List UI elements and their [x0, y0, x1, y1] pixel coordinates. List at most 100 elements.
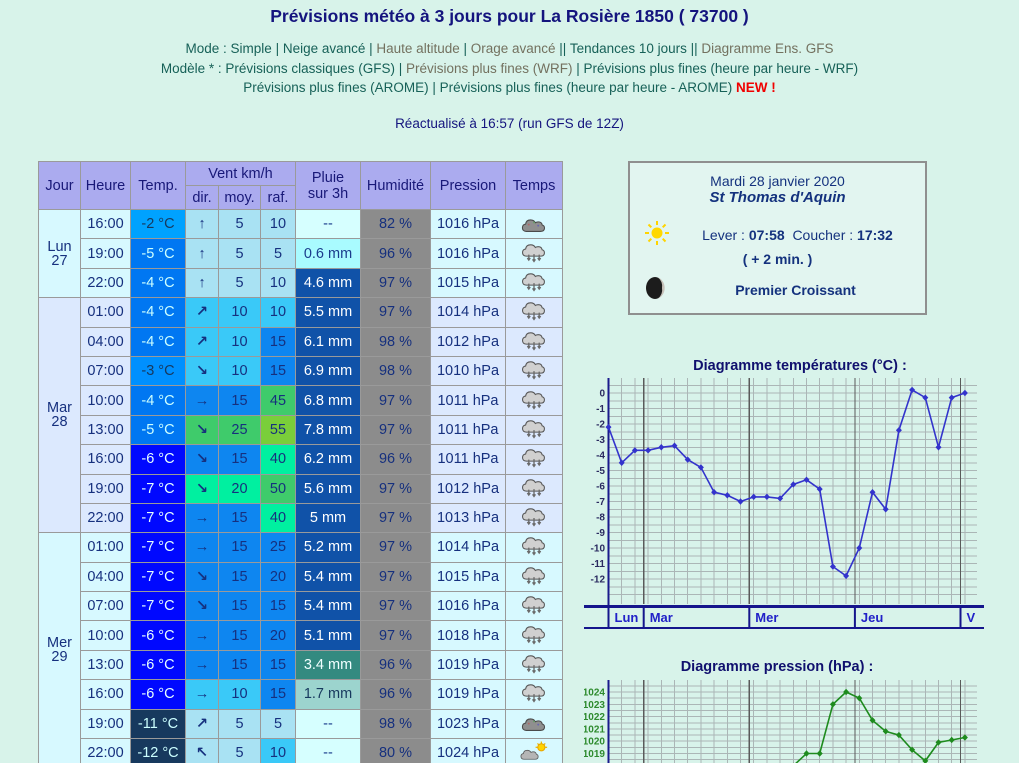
- forecast-row: 10:00 -4 °C → 15 45 6.8 mm 97 % 1011 hPa: [39, 385, 563, 416]
- humidity-cell: 97 %: [360, 385, 431, 416]
- wind-dir-cell: →: [185, 679, 219, 710]
- nav-link-previsions-plus-fines-wrf[interactable]: Prévisions plus fines (WRF): [405, 60, 573, 76]
- pressure-cell: 1010 hPa: [430, 355, 506, 387]
- nav-link-neige-avance[interactable]: Neige avancé: [282, 41, 366, 56]
- pressure-cell: 1016 hPa: [430, 238, 506, 269]
- nav-link-diagramme-ens-gfs[interactable]: Diagramme Ens. GFS: [701, 41, 834, 56]
- svg-text:-3: -3: [596, 435, 605, 446]
- wind-dir-cell: ↑: [185, 208, 219, 240]
- weather-icon-cell: [505, 267, 563, 299]
- rain-cell: --: [295, 708, 361, 740]
- wind-dir-cell: →: [185, 532, 219, 563]
- col-header-dir: dir.: [185, 185, 219, 210]
- time-cell: 16:00: [80, 444, 131, 475]
- temp-cell: -4 °C: [130, 326, 186, 357]
- humidity-cell: 97 %: [360, 620, 431, 651]
- moon-phase: Premier Croissant: [735, 281, 856, 298]
- rain-cell: 0.6 mm: [295, 238, 361, 269]
- svg-text:1021: 1021: [584, 724, 605, 735]
- wind-avg-cell: 10: [218, 679, 261, 710]
- wind-gust-cell: 15: [260, 591, 296, 622]
- overcast-cloud-icon: [521, 219, 546, 232]
- wind-gust-cell: 25: [260, 532, 296, 563]
- day-info-box: Mardi 28 janvier 2020 St Thomas d'Aquin …: [628, 161, 927, 315]
- weather-icon-cell: [505, 414, 563, 446]
- forecast-row: 19:00 -7 °C ↘ 20 50 5.6 mm 97 % 1012 hPa: [39, 473, 563, 504]
- rain-cell: 6.9 mm: [295, 355, 361, 387]
- time-cell: 01:00: [80, 532, 131, 563]
- pressure-cell: 1011 hPa: [430, 444, 506, 475]
- humidity-cell: 97 %: [360, 591, 431, 622]
- nav-link-tendances-10-jours[interactable]: Tendances 10 jours: [569, 41, 687, 56]
- forecast-row: Lun 27 16:00 -2 °C ↑ 5 10 -- 82 % 1016 hPa: [38, 208, 563, 299]
- wind-avg-cell: 15: [218, 444, 261, 475]
- time-cell: 19:00: [80, 708, 131, 740]
- snow-shower-icon: [522, 684, 545, 704]
- forecast-row: 19:00 -11 °C ↗ 5 5 -- 98 % 1023 hPa: [39, 708, 563, 740]
- time-cell: 22:00: [80, 267, 131, 299]
- nav-link-simple[interactable]: Simple: [230, 41, 272, 56]
- wind-avg-cell: 25: [218, 414, 261, 446]
- col-header-humidite: Humidité: [360, 161, 431, 210]
- time-cell: 10:00: [80, 385, 131, 416]
- weather-icon-cell: [505, 238, 563, 269]
- humidity-cell: 96 %: [360, 679, 431, 710]
- humidity-cell: 97 %: [360, 473, 431, 504]
- temp-cell: -5 °C: [130, 238, 186, 269]
- rain-cell: 3.4 mm: [295, 649, 361, 681]
- humidity-cell: 82 %: [360, 208, 431, 240]
- wind-avg-cell: 15: [218, 532, 261, 563]
- nav-text-sep: |: [271, 41, 283, 56]
- pressure-cell: 1013 hPa: [430, 502, 506, 534]
- forecast-row: 22:00 -4 °C ↑ 5 10 4.6 mm 97 % 1015 hPa: [39, 267, 563, 299]
- temp-cell: -4 °C: [130, 385, 186, 416]
- wind-avg-cell: 5: [218, 267, 261, 299]
- time-cell: 10:00: [80, 620, 131, 651]
- time-cell: 13:00: [80, 649, 131, 681]
- nav-link-previsions-plus-fines-heure-par-heure-wrf[interactable]: Prévisions plus fines (heure par heure -…: [583, 60, 859, 76]
- humidity-cell: 97 %: [360, 532, 431, 563]
- weather-icon-cell: [505, 208, 563, 240]
- wind-dir-cell: ↑: [185, 238, 219, 269]
- weather-icon-cell: [505, 708, 563, 740]
- wind-avg-cell: 15: [218, 649, 261, 681]
- wind-dir-cell: ↘: [185, 591, 219, 622]
- weather-icon-cell: [505, 444, 563, 475]
- weather-icon-cell: [505, 738, 563, 763]
- nav-link-previsions-classiques-gfs[interactable]: Prévisions classiques (GFS): [225, 60, 395, 76]
- wind-gust-cell: 15: [260, 355, 296, 387]
- col-header-pluie-line2: sur 3h: [307, 185, 349, 202]
- temp-cell: -6 °C: [130, 620, 186, 651]
- nav-text-sep: |: [365, 41, 377, 56]
- rain-cell: 1.7 mm: [295, 679, 361, 710]
- snow-shower-icon: [522, 596, 545, 615]
- nav-link-previsions-plus-fines-arome[interactable]: Prévisions plus fines (AROME): [243, 80, 429, 95]
- humidity-cell: 96 %: [360, 238, 431, 269]
- nav-line-mode: Mode : Simple | Neige avancé | Haute alt…: [0, 39, 1019, 59]
- wind-avg-cell: 15: [218, 620, 261, 651]
- nav-link-previsions-plus-fines-heure-par-heure-arome[interactable]: Prévisions plus fines (heure par heure -…: [439, 80, 733, 95]
- time-cell: 04:00: [80, 561, 131, 593]
- nav-text-sep: ||: [686, 41, 702, 56]
- info-saint: St Thomas d'Aquin: [709, 189, 846, 206]
- rain-cell: 5.4 mm: [295, 591, 361, 622]
- nav-link-orage-avance[interactable]: Orage avancé: [470, 41, 556, 56]
- wind-gust-cell: 50: [260, 473, 296, 504]
- snow-shower-icon: [522, 478, 545, 498]
- time-cell: 16:00: [80, 679, 131, 710]
- wind-dir-cell: ↗: [185, 708, 219, 740]
- svg-text:V: V: [967, 610, 976, 625]
- forecast-row: 04:00 -4 °C ↗ 10 15 6.1 mm 98 % 1012 hPa: [39, 326, 563, 357]
- pressure-cell: 1012 hPa: [430, 473, 506, 504]
- day-cell: Mer 29: [38, 532, 81, 763]
- pressure-cell: 1015 hPa: [430, 267, 506, 299]
- temp-cell: -6 °C: [130, 679, 186, 710]
- wind-dir-cell: ↘: [185, 561, 219, 593]
- svg-text:-10: -10: [591, 544, 606, 555]
- col-header-temps: Temps: [505, 161, 563, 210]
- wind-dir-cell: ↖: [185, 738, 219, 763]
- nav-link-haute-altitude[interactable]: Haute altitude: [376, 41, 460, 56]
- temperature-chart-title: Diagramme températures (°C) :: [693, 358, 907, 374]
- weather-icon-cell: [505, 591, 563, 622]
